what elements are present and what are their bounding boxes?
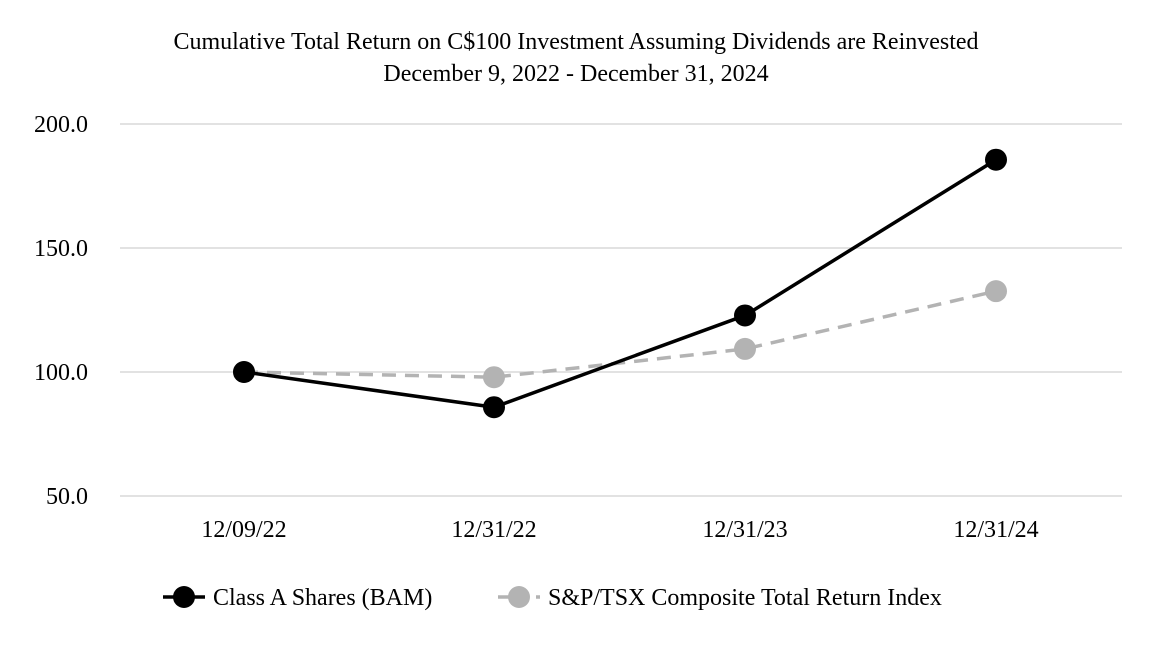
series-2-point-2 [483,366,505,389]
x-axis-tick-labels: 12/09/22 12/31/22 12/31/23 12/31/24 [201,517,1038,543]
x-tick-label-3: 12/31/23 [702,517,787,543]
chart-subtitle: December 9, 2022 - December 31, 2024 [383,61,768,87]
series-1-line [243,158,997,409]
legend-label-1: Class A Shares (BAM) [213,585,432,611]
legend-swatch-marker-2 [508,586,530,608]
legend-item-2: S&P/TSX Composite Total Return Index [498,585,942,611]
legend: Class A Shares (BAM) S&P/TSX Composite To… [163,585,942,611]
chart-title: Cumulative Total Return on C$100 Investm… [173,29,978,55]
legend-item-1: Class A Shares (BAM) [163,585,432,611]
series-1-point-4 [985,148,1007,171]
series-1 [233,148,1007,419]
y-tick-label-150: 150.0 [34,236,88,262]
series-lines [233,148,1007,419]
x-tick-label-2: 12/31/22 [451,517,536,543]
series-1-point-2 [483,396,505,419]
gridlines [120,123,1122,497]
y-tick-label-50: 50.0 [46,484,88,510]
y-axis-tick-labels: 50.0 100.0 150.0 200.0 [34,112,88,510]
legend-label-2: S&P/TSX Composite Total Return Index [548,585,942,611]
x-tick-label-4: 12/31/24 [953,517,1038,543]
y-tick-label-100: 100.0 [34,360,88,386]
series-2-point-4 [985,280,1007,303]
y-tick-label-200: 200.0 [34,112,88,138]
series-1-point-1 [233,361,255,383]
legend-swatch-marker-1 [173,586,195,608]
x-tick-label-1: 12/09/22 [201,517,286,543]
series-1-point-3 [734,304,756,327]
series-2-line [243,289,997,379]
series-2-point-3 [734,337,756,360]
